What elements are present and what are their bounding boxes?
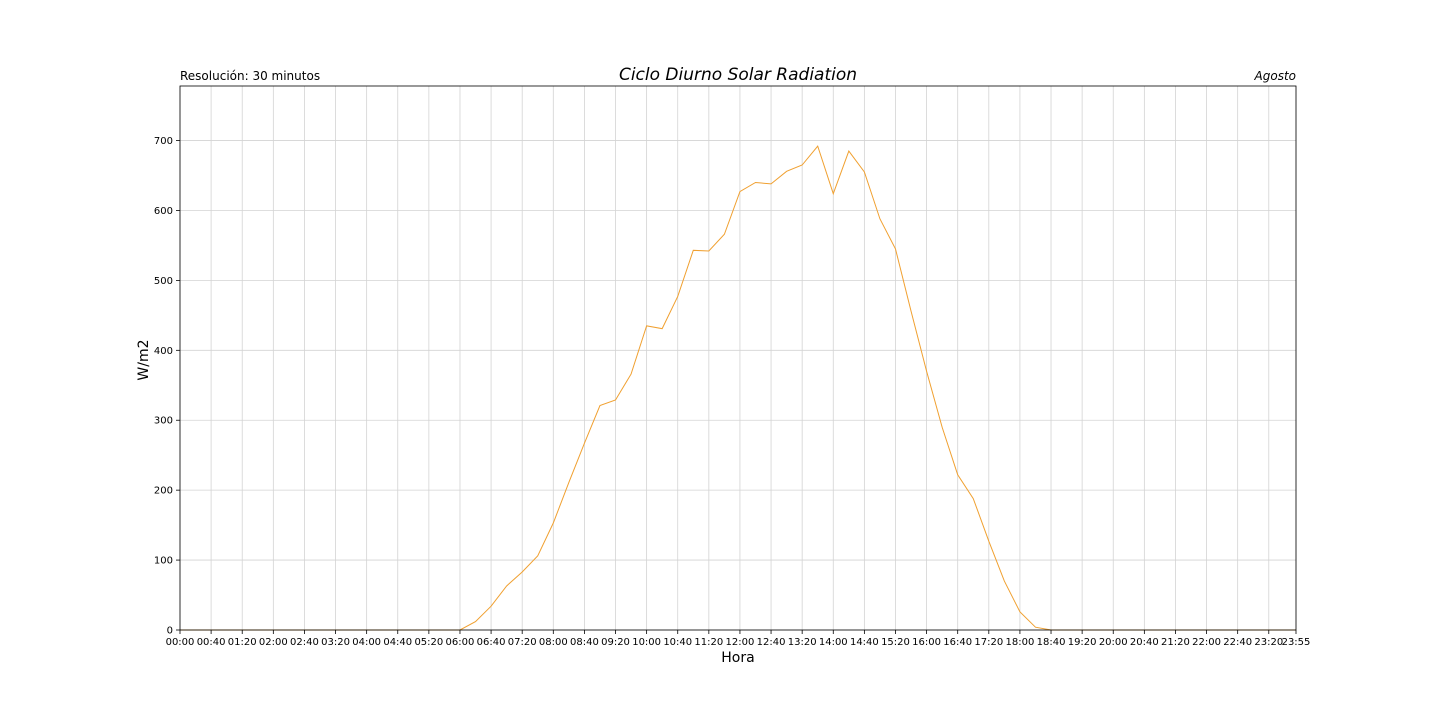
y-axis-ticks: 0 100 200 300 400 500 600 700: [154, 136, 180, 637]
x-tick-label: 23:20: [1254, 637, 1283, 648]
x-tick-label: 10:40: [663, 637, 692, 648]
month-label: Agosto: [1254, 69, 1296, 83]
x-tick-label: 23:55: [1282, 637, 1311, 648]
x-tick-label: 13:20: [788, 637, 817, 648]
y-tick-label: 200: [154, 486, 173, 497]
x-tick-label: 17:20: [974, 637, 1003, 648]
x-tick-label: 06:40: [477, 637, 506, 648]
x-tick-label: 01:20: [228, 637, 257, 648]
x-tick-label: 10:00: [632, 637, 661, 648]
y-tick-label: 700: [154, 136, 173, 147]
x-tick-label: 20:00: [1099, 637, 1128, 648]
x-tick-label: 22:00: [1192, 637, 1221, 648]
x-axis-ticks: 00:00 00:40 01:20 02:00 02:40 03:20 04:00 04:40…: [166, 630, 1311, 648]
y-tick-label: 500: [154, 276, 173, 287]
grid-layer: [179, 86, 1297, 631]
x-tick-label: 02:40: [290, 637, 319, 648]
x-axis-label: Hora: [721, 650, 754, 666]
y-tick-label: 100: [154, 556, 173, 567]
y-axis-label: W/m2: [136, 339, 152, 380]
x-tick-label: 02:00: [259, 637, 288, 648]
x-tick-label: 15:20: [881, 637, 910, 648]
x-tick-label: 20:40: [1130, 637, 1159, 648]
x-tick-label: 08:00: [539, 637, 568, 648]
x-tick-label: 16:40: [943, 637, 972, 648]
plot-frame: [179, 85, 1297, 631]
x-tick-label: 06:00: [446, 637, 475, 648]
x-tick-label: 11:20: [694, 637, 723, 648]
x-tick-label: 12:40: [757, 637, 786, 648]
chart-title: Ciclo Diurno Solar Radiation: [619, 65, 857, 85]
x-tick-label: 18:40: [1037, 637, 1066, 648]
x-tick-label: 00:00: [166, 637, 195, 648]
x-tick-label: 18:00: [1006, 637, 1035, 648]
y-tick-label: 600: [154, 206, 173, 217]
x-tick-label: 12:00: [726, 637, 755, 648]
x-tick-label: 14:40: [850, 637, 879, 648]
x-tick-label: 00:40: [197, 637, 226, 648]
series-line-solar-radiation: [180, 145, 1296, 631]
x-tick-label: 16:00: [912, 637, 941, 648]
x-tick-label: 03:20: [321, 637, 350, 648]
x-tick-label: 22:40: [1223, 637, 1252, 648]
y-tick-label: 0: [167, 626, 173, 637]
x-tick-label: 07:20: [508, 637, 537, 648]
resolution-label: Resolución: 30 minutos: [180, 69, 320, 83]
x-tick-label: 05:20: [414, 637, 443, 648]
x-tick-label: 04:00: [352, 637, 381, 648]
x-tick-label: 14:00: [819, 637, 848, 648]
y-tick-label: 400: [154, 346, 173, 357]
y-tick-label: 300: [154, 416, 173, 427]
x-tick-label: 04:40: [383, 637, 412, 648]
x-tick-label: 19:20: [1068, 637, 1097, 648]
x-tick-label: 08:40: [570, 637, 599, 648]
line-layer: [180, 145, 1296, 631]
x-tick-label: 09:20: [601, 637, 630, 648]
x-tick-label: 21:20: [1161, 637, 1190, 648]
